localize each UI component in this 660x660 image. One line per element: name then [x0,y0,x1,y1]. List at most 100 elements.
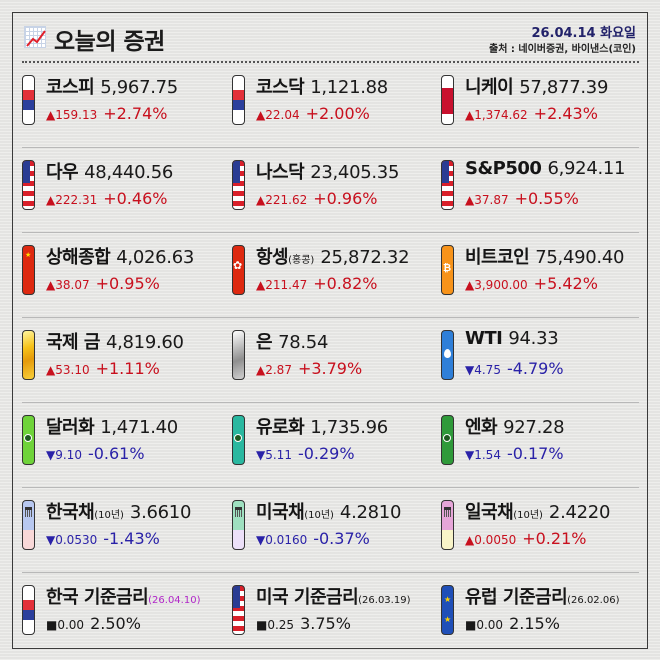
change-absolute: ▲1,374.62 [465,108,528,122]
change-percent: +0.46% [103,189,168,208]
market-item[interactable]: 나스닥 23,405.35 ▲221.62 +0.96% [232,156,437,218]
change-percent: -0.17% [506,444,564,463]
market-item[interactable]: WTI 94.33 ▼4.75 -4.79% [441,326,646,388]
change-percent: -1.43% [103,529,160,548]
market-value: 23,405.35 [310,162,400,183]
row-separator [22,317,639,318]
market-name: 미국채(10년) 4.2810 [256,498,401,524]
market-sublabel: (26.03.19) [358,595,411,606]
market-item[interactable]: 은 78.54 ▲2.87 +3.79% [232,326,437,388]
dashboard-frame [12,12,648,649]
row-separator [22,232,639,233]
market-name: 코스닥 1,121.88 [256,73,388,99]
hongkong-flag-icon: ✿ [232,245,245,295]
change-percent: -0.29% [297,444,355,463]
bitcoin-icon: ₿ [441,245,454,295]
market-value: 1,735.96 [310,417,388,438]
market-label: 코스닥 [256,77,305,98]
row-separator [22,147,639,148]
market-change: ▲222.31 +0.46% [46,189,167,208]
header-divider [22,61,639,63]
change-absolute: ▼5.11 [256,448,292,462]
market-item[interactable]: 미국 기준금리(26.03.19) ■0.25 3.75% [232,581,437,643]
market-sublabel: (26.02.06) [567,595,620,606]
change-absolute: ▲3,900.00 [465,278,528,292]
usa-flag-icon [441,160,454,210]
market-name: 엔화 927.28 [465,413,565,439]
change-absolute: ▼4.75 [465,363,501,377]
change-absolute: ■0.25 [256,618,295,632]
market-value: 4,819.60 [105,332,184,353]
market-item[interactable]: 미국채(10년) 4.2810 ▼0.0160 -0.37% [232,496,437,558]
market-change: ▲2.87 +3.79% [256,359,362,378]
korea-flag-icon [232,75,245,125]
market-label: S&P500 [465,158,542,179]
market-value: 78.54 [278,332,329,353]
market-value: 57,877.39 [519,77,609,98]
market-item[interactable]: 코스닥 1,121.88 ▲22.04 +2.00% [232,71,437,133]
market-change: ▲22.04 +2.00% [256,104,370,123]
market-change: ▲221.62 +0.96% [256,189,377,208]
market-item[interactable]: 달러화 1,471.40 ▼9.10 -0.61% [22,411,227,473]
market-item[interactable]: 유로화 1,735.96 ▼5.11 -0.29% [232,411,437,473]
market-item[interactable]: 엔화 927.28 ▼1.54 -0.17% [441,411,646,473]
change-percent: -0.61% [87,444,145,463]
change-absolute: ▲53.10 [46,363,90,377]
market-label: 국제 금 [46,332,100,353]
korea-flag-icon [22,585,35,635]
change-percent: +0.82% [313,274,378,293]
market-label: 상해종합 [46,247,111,268]
change-percent: 2.50% [90,614,141,633]
market-item[interactable]: 코스피 5,967.75 ▲159.13 +2.74% [22,71,227,133]
change-absolute: ▲22.04 [256,108,300,122]
change-absolute: ▲221.62 [256,193,308,207]
market-item[interactable]: ★ 상해종합 4,026.63 ▲38.07 +0.95% [22,241,227,303]
row-separator [22,402,639,403]
change-absolute: ▼1.54 [465,448,501,462]
market-item[interactable]: 다우 48,440.56 ▲222.31 +0.46% [22,156,227,218]
market-item[interactable]: ★ ★ 유럽 기준금리(26.02.06) ■0.00 2.15% [441,581,646,643]
change-absolute: ▼0.0530 [46,533,98,547]
change-absolute: ▼0.0160 [256,533,308,547]
market-name: 비트코인 75,490.40 [465,243,624,269]
market-item[interactable]: ✿ 항셍(홍콩) 25,872.32 ▲211.47 +0.82% [232,241,437,303]
change-absolute: ▲222.31 [46,193,98,207]
market-item[interactable]: 일국채(10년) 2.4220 ▲0.0050 +0.21% [441,496,646,558]
market-item[interactable]: S&P500 6,924.11 ▲37.87 +0.55% [441,156,646,218]
market-item[interactable]: 한국채(10년) 3.6610 ▼0.0530 -1.43% [22,496,227,558]
market-value: 2.4220 [548,502,611,523]
market-item[interactable]: 니케이 57,877.39 ▲1,374.62 +2.43% [441,71,646,133]
market-value: 1,471.40 [100,417,178,438]
market-name: 달러화 1,471.40 [46,413,178,439]
market-value: 6,924.11 [547,158,626,179]
market-change: ■0.00 2.50% [46,614,141,633]
market-sublabel: (홍콩) [288,255,315,266]
change-absolute: ▲37.87 [465,193,509,207]
china-flag-icon: ★ [22,245,35,295]
market-label: 유로화 [256,417,305,438]
change-percent: -4.79% [506,359,564,378]
japan-flag-icon [441,75,454,125]
market-value: 48,440.56 [84,162,174,183]
change-absolute: ▼9.10 [46,448,82,462]
market-name: 다우 48,440.56 [46,158,173,184]
change-percent: +0.21% [522,529,587,548]
eu-flag-icon: ★ ★ [441,585,454,635]
market-label: 한국 기준금리 [46,587,149,608]
gold-bar-icon [22,330,35,380]
market-item[interactable]: 한국 기준금리(26.04.10) ■0.00 2.50% [22,581,227,643]
change-percent: +2.00% [305,104,370,123]
change-percent: +0.95% [95,274,160,293]
oil-drop-icon [441,330,454,380]
market-item[interactable]: ₿ 비트코인 75,490.40 ▲3,900.00 +5.42% [441,241,646,303]
market-sublabel: (10년) [513,510,543,521]
market-change: ▼0.0160 -0.37% [256,529,370,548]
market-change: ▲38.07 +0.95% [46,274,160,293]
market-item[interactable]: 국제 금 4,819.60 ▲53.10 +1.11% [22,326,227,388]
market-label: 달러화 [46,417,95,438]
date-label: 26.04.14 화요일 [531,26,636,41]
market-label: 엔화 [465,417,498,438]
market-value: 4,026.63 [116,247,195,268]
korea-flag-icon [22,75,35,125]
market-sublabel: (10년) [94,510,124,521]
